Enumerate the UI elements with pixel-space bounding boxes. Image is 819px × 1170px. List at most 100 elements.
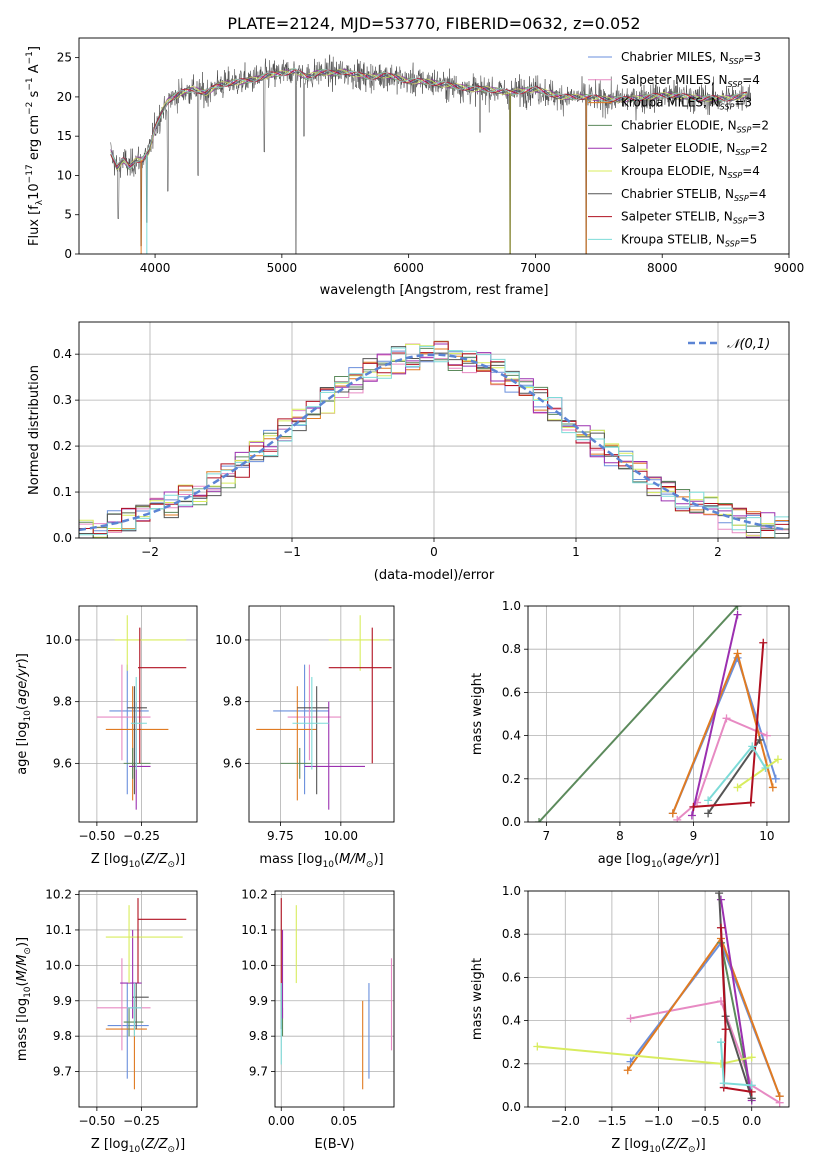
x-tick-label: 0.0 <box>742 1114 761 1128</box>
y-tick-label: 15 <box>57 129 72 143</box>
y-tick-label: 0.2 <box>502 1057 521 1071</box>
y-tick-label: 0.8 <box>502 642 521 656</box>
x-tick-label: 10 <box>759 829 774 843</box>
legend-entry: Kroupa MILES, NSSP=3 <box>621 96 752 112</box>
errorbar-salpeter-stelib <box>328 627 392 764</box>
panel-age_vs_Z: −0.50 −0.25 9.6 9.8 10.0 Z [log10(Z/Z⊙)] age [… <box>15 605 198 870</box>
legend-entry: Salpeter ELODIE, NSSP=2 <box>621 141 768 157</box>
x-tick-label: 8000 <box>647 261 678 275</box>
legend: Chabrier MILES, NSSP=3 Salpeter MILES, NS… <box>588 50 769 248</box>
y-tick-label: 0.3 <box>53 393 72 407</box>
y-tick-label: 10.0 <box>241 958 268 972</box>
axes-frame <box>527 890 790 1108</box>
errorbar-kroupa-miles <box>105 1000 147 1090</box>
legend-entry: Chabrier STELIB, NSSP=4 <box>621 187 766 203</box>
observed-spectrum <box>110 54 752 254</box>
y-tick-label: 10.2 <box>241 888 268 902</box>
errorbar-chabrier-stelib <box>132 983 149 1030</box>
y-tick-label: 10.0 <box>45 958 72 972</box>
y-tick-label: 9.6 <box>223 756 242 770</box>
y-tick-label: 0.4 <box>53 347 72 361</box>
panel-residuals: −2 −1 0 1 2 0.0 0.1 0.2 0.3 0.4 𝒩(0,1) (data-model)… <box>27 321 790 583</box>
x-tick-label: −0.25 <box>123 1114 160 1128</box>
errorbar-kroupa-miles <box>256 686 317 801</box>
x-tick-label: −0.5 <box>691 1114 720 1128</box>
x-tick-label: 9.75 <box>267 829 294 843</box>
x-tick-label: −0.25 <box>123 829 160 843</box>
errorbar-kroupa-miles <box>105 686 169 801</box>
x-tick-label: −1 <box>283 545 301 559</box>
errorbar-kroupa-elodie <box>114 615 187 671</box>
errorbar-salpeter-stelib <box>138 627 187 764</box>
weight-series-chabrier-elodie <box>535 606 742 822</box>
errorbar-kroupa-stelib <box>127 983 142 1037</box>
x-axis-label: mass [log10(M/M⊙)] <box>259 852 383 870</box>
panel-mass_vs_Z: −0.50 −0.25 9.7 9.8 9.9 10.0 10.1 10.2 Z [log10(… <box>15 888 198 1155</box>
x-tick-label: 9000 <box>774 261 805 275</box>
plot-area-spectrum <box>110 54 752 254</box>
x-tick-label: 7000 <box>520 261 551 275</box>
weight-series-kroupa-stelib <box>716 1038 756 1090</box>
errorbar-chabrier-elodie <box>123 747 151 779</box>
panel-weight_vs_age: 7 8 9 10 0.0 0.2 0.4 0.6 0.8 1.0 age [log10(age/yr… <box>470 599 790 870</box>
axes-frame <box>274 890 395 1108</box>
y-tick-label: 25 <box>57 51 72 65</box>
plot-area-weight_vs_Z <box>533 891 784 1107</box>
y-tick-label: 9.8 <box>223 695 242 709</box>
x-axis-label: Z [log10(Z/Z⊙)] <box>611 1137 705 1155</box>
y-tick-label: 0.4 <box>502 729 521 743</box>
errorbar-kroupa-stelib <box>130 676 147 770</box>
model-line-salpeter-stelib <box>110 69 747 168</box>
errorbar-chabrier-stelib <box>297 686 329 795</box>
weight-series-kroupa-miles <box>668 649 777 818</box>
weight-series-kroupa-miles <box>623 934 784 1101</box>
y-tick-label: 9.6 <box>53 756 72 770</box>
x-tick-label: −0.50 <box>78 1114 115 1128</box>
legend-entry: Salpeter MILES, NSSP=4 <box>621 73 760 89</box>
panel-mass_vs_EBV: 0.00 0.05 9.7 9.8 9.9 10.0 10.1 10.2 E(B-V) <box>241 888 395 1152</box>
errorbar-kroupa-elodie <box>105 905 183 984</box>
x-tick-label: 4000 <box>140 261 171 275</box>
x-tick-label: 1 <box>572 545 580 559</box>
errorbar-chabrier-stelib <box>127 686 147 795</box>
y-tick-label: 0.6 <box>502 685 521 699</box>
x-tick-label: −1.5 <box>597 1114 626 1128</box>
y-tick-label: 5 <box>64 208 72 222</box>
y-tick-label: 0.2 <box>53 439 72 453</box>
x-tick-label: −2 <box>141 545 159 559</box>
x-axis-label: (data-model)/error <box>374 568 495 583</box>
errorbar-chabrier-miles <box>107 983 149 1079</box>
weight-series-salpeter-elodie <box>687 610 742 820</box>
y-axis-label: age [log10(age/yr)] <box>15 653 33 775</box>
y-tick-label: 0.2 <box>502 772 521 786</box>
y-tick-label: 1.0 <box>502 884 521 898</box>
x-tick-label: 0 <box>430 545 438 559</box>
x-axis-label: E(B-V) <box>314 1137 354 1152</box>
y-tick-label: 0.0 <box>53 531 72 545</box>
x-axis-label: wavelength [Angstrom, rest frame] <box>320 283 549 298</box>
panel-age_vs_mass: 9.75 10.00 9.6 9.8 10.0 mass [log10(M/M⊙)] <box>215 605 395 870</box>
y-tick-label: 0.6 <box>502 970 521 984</box>
errorbar-chabrier-elodie <box>123 1007 144 1037</box>
y-tick-label: 20 <box>57 90 72 104</box>
x-tick-label: −1.0 <box>644 1114 673 1128</box>
y-tick-label: 10 <box>57 168 72 182</box>
errorbar-kroupa-elodie <box>328 615 390 671</box>
y-tick-label: 9.9 <box>249 994 268 1008</box>
weight-series-chabrier-stelib <box>704 735 764 818</box>
y-tick-label: 9.7 <box>53 1065 72 1079</box>
x-tick-label: 10.00 <box>324 829 358 843</box>
weight-series-salpeter-stelib <box>689 638 768 811</box>
plot-area-age_vs_mass <box>256 615 392 810</box>
y-tick-label: 0.8 <box>502 927 521 941</box>
y-tick-label: 9.9 <box>53 994 72 1008</box>
y-tick-label: 0 <box>64 247 72 261</box>
panel-weight_vs_Z: −2.0 −1.5 −1.0 −0.5 0.0 0.0 0.2 0.4 0.6 0.8 1.0 Z [… <box>470 884 790 1155</box>
x-tick-label: 6000 <box>393 261 424 275</box>
legend-entry: Kroupa STELIB, NSSP=5 <box>621 232 757 248</box>
weight-series-kroupa-elodie <box>533 1042 756 1068</box>
errorbar-kroupa-stelib <box>292 676 329 770</box>
errorbar-salpeter-elodie <box>304 701 365 810</box>
plot-area-mass_vs_EBV <box>280 898 393 1090</box>
